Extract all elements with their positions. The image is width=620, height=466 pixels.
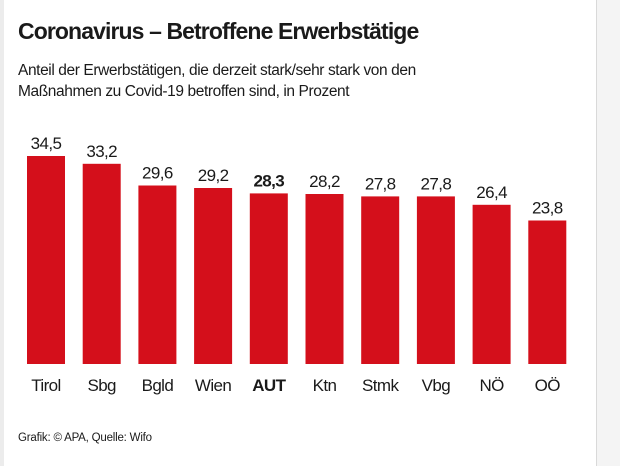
value-label-vbg: 27,8 <box>421 174 452 193</box>
value-label-sbg: 33,2 <box>86 142 117 161</box>
chart-title: Coronavirus – Betroffene Erwerbstätige <box>18 18 419 44</box>
category-label-ktn: Ktn <box>313 376 337 395</box>
value-label-oö: 23,8 <box>532 199 563 218</box>
bar-chart: 34,5 Tirol 33,2 Sbg 29,6 Bgld 29,2 Wien 28,3 AUT 2… <box>27 134 567 395</box>
value-label-bgld: 29,6 <box>142 164 173 183</box>
chart-card: Coronavirus – Betroffene Erwerbstätige A… <box>0 0 567 466</box>
bar-bgld <box>138 185 177 364</box>
value-label-wien: 29,2 <box>198 166 229 185</box>
category-label-nö: NÖ <box>479 376 504 395</box>
category-label-aut: AUT <box>252 376 286 395</box>
value-label-ktn: 28,2 <box>309 172 340 191</box>
bar-nö <box>472 204 511 364</box>
category-label-oö: OÖ <box>535 376 561 395</box>
source-note: Grafik: © APA, Quelle: Wifo <box>18 432 152 444</box>
bar-vbg <box>416 196 455 364</box>
category-label-bgld: Bgld <box>142 376 174 395</box>
category-label-wien: Wien <box>195 376 231 395</box>
page-divider <box>596 0 597 466</box>
bar-oö <box>528 220 567 364</box>
value-label-stmk: 27,8 <box>365 174 396 193</box>
category-label-sbg: Sbg <box>87 376 116 395</box>
category-label-stmk: Stmk <box>362 376 399 395</box>
bar-sbg <box>82 163 121 364</box>
chart-subtitle: Anteil der Erwerbstätigen, die derzeit s… <box>18 62 416 100</box>
bar-tirol <box>27 156 65 364</box>
category-label-tirol: Tirol <box>31 376 60 395</box>
bar-ktn <box>305 194 344 364</box>
category-label-vbg: Vbg <box>422 376 451 395</box>
value-label-tirol: 34,5 <box>31 134 62 153</box>
bar-wien <box>194 188 233 364</box>
left-border <box>0 0 4 466</box>
value-label-aut: 28,3 <box>253 171 284 190</box>
value-label-nö: 26,4 <box>476 183 507 202</box>
side-panel <box>597 0 620 466</box>
bar-aut <box>249 193 288 364</box>
bar-stmk <box>361 196 400 364</box>
